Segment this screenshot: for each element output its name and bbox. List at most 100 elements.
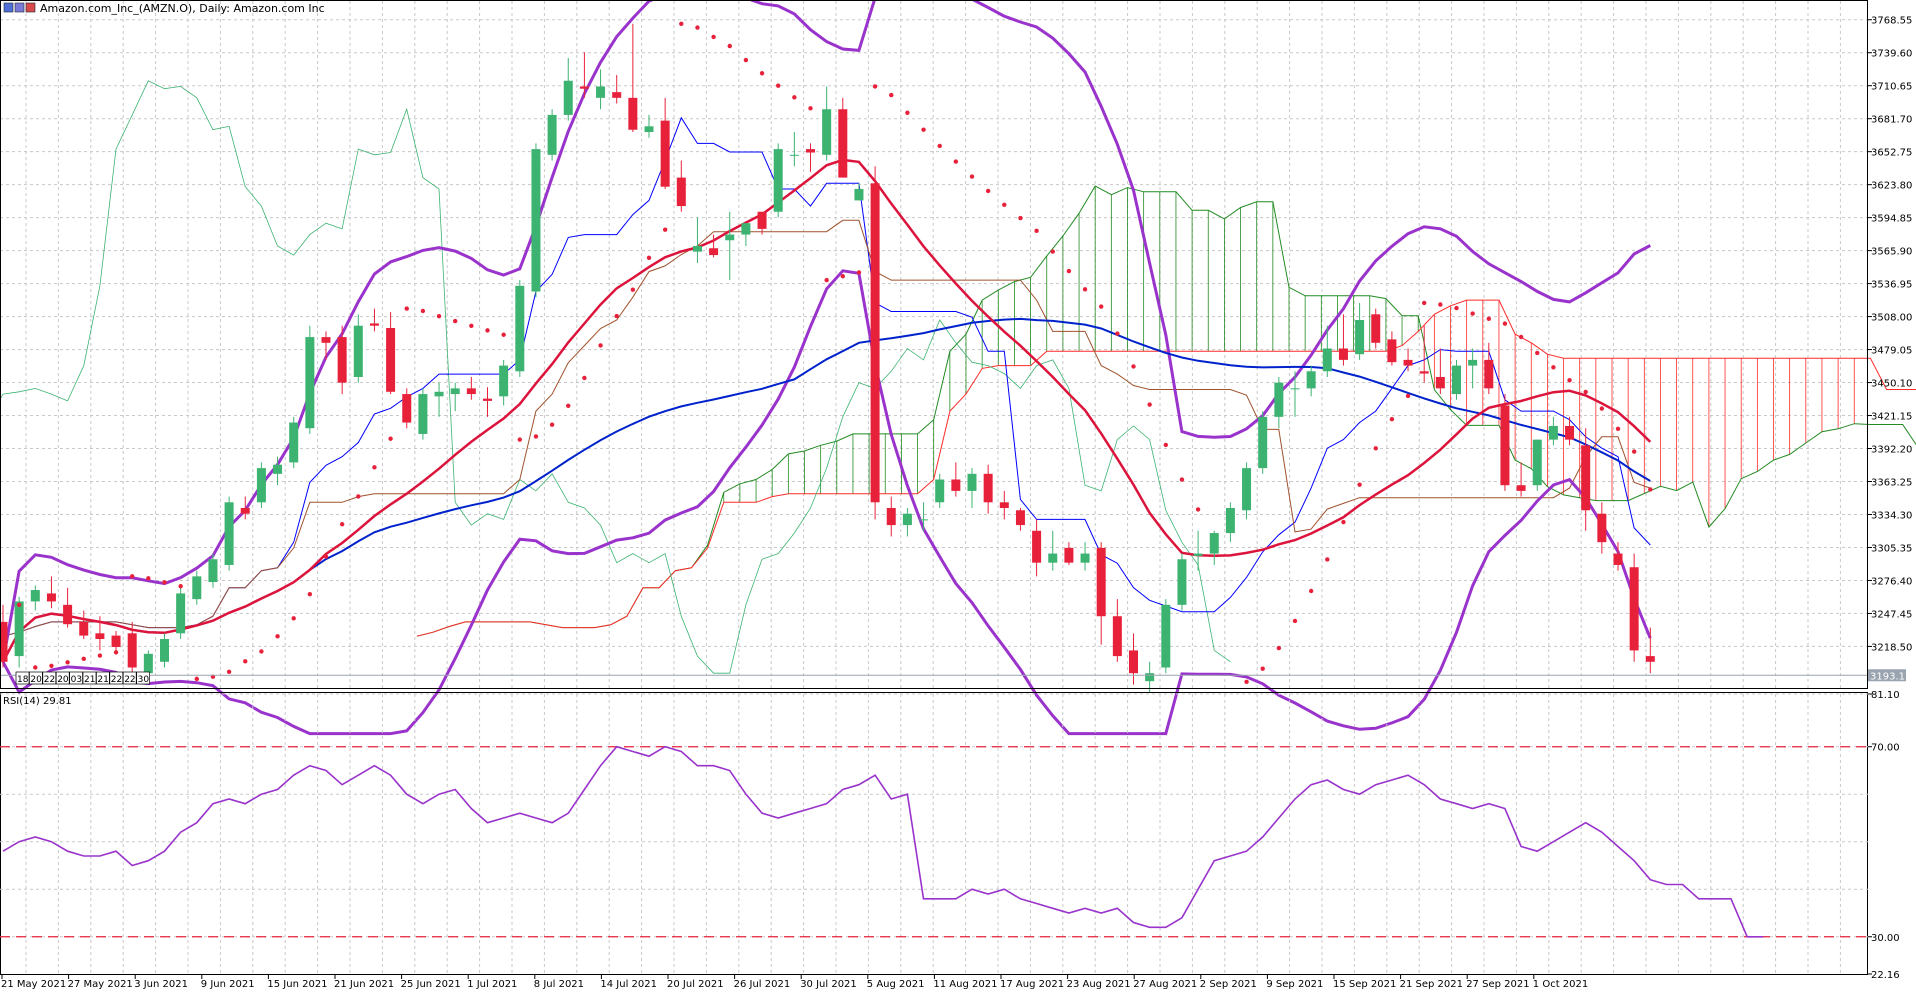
psar-dot	[985, 188, 991, 194]
psar-dot	[889, 92, 894, 98]
candle-body	[999, 502, 1009, 508]
psar-dot	[1535, 350, 1540, 356]
y-tick-label: 3218.50	[1871, 642, 1912, 653]
candle-body	[515, 285, 525, 372]
candle-body	[822, 109, 832, 155]
chart-icon-mid[interactable]	[14, 2, 25, 13]
psar-dot	[517, 437, 522, 442]
candle-body	[1371, 314, 1381, 343]
candle-body	[1306, 371, 1316, 389]
candle-body	[951, 479, 961, 491]
x-tick-label: 15 Sep 2021	[1333, 979, 1396, 990]
psar-dot	[679, 21, 684, 26]
rsi-tick-label: 70.00	[1871, 743, 1900, 754]
candle-body	[1048, 553, 1058, 563]
main-plot-bg	[0, 0, 1868, 688]
psar-dot	[566, 403, 571, 408]
y-tick-label: 3363.25	[1871, 478, 1912, 489]
candle-body	[1403, 359, 1413, 366]
candle-body	[1452, 365, 1461, 395]
candle-body	[660, 120, 670, 187]
window-header: Amazon.com_Inc_(AMZN.O), Daily: Amazon.c…	[3, 2, 325, 15]
candle-body	[741, 223, 751, 235]
psar-dot	[113, 650, 119, 655]
candle-body	[0, 621, 8, 662]
rsi-tick-label: 30.00	[1871, 933, 1900, 944]
candle-body	[1258, 416, 1268, 469]
candle-body	[143, 653, 153, 674]
psar-dot	[872, 84, 878, 89]
senkou-b	[416, 299, 1916, 637]
candle-body	[176, 593, 186, 634]
chikou-line	[0, 80, 1231, 674]
candle-body	[919, 519, 929, 521]
chart-title: Amazon.com_Inc_(AMZN.O), Daily: Amazon.c…	[40, 2, 325, 15]
time-label-box	[96, 671, 110, 685]
y-tick-label: 3479.05	[1871, 346, 1912, 357]
chart-icon-right[interactable]	[25, 2, 36, 13]
time-label: 30	[138, 675, 150, 685]
psar-dot	[291, 616, 296, 621]
current-price-tag: 3193.17	[1868, 669, 1911, 682]
time-label-box	[69, 671, 83, 685]
time-label-box	[42, 671, 57, 685]
x-tick-label: 21 May 2021	[1, 979, 66, 990]
candle-body	[418, 394, 428, 434]
psar-dot	[808, 106, 813, 111]
y-tick-label: 3536.95	[1871, 280, 1912, 291]
rsi-tick-label: 22.16	[1871, 970, 1900, 981]
candle-body	[1435, 376, 1445, 389]
candle-body	[1500, 405, 1510, 486]
candle-body	[806, 149, 815, 153]
x-tick-label: 27 Sep 2021	[1466, 979, 1529, 990]
psar-dot	[1276, 645, 1282, 651]
psar-dot	[1099, 304, 1104, 309]
psar-dot	[630, 287, 636, 292]
psar-dot	[1551, 365, 1556, 370]
psar-dot	[695, 25, 700, 30]
candle-body	[563, 80, 573, 115]
x-tick-label: 8 Jul 2021	[534, 979, 584, 990]
candle-body	[757, 211, 767, 229]
y-tick-label: 3450.10	[1871, 379, 1912, 390]
rsi-panel-border	[0, 692, 1868, 975]
x-tick-label: 9 Jun 2021	[201, 979, 255, 990]
psar-dot	[1518, 334, 1524, 340]
candle-body	[483, 398, 492, 401]
psar-dot	[469, 323, 474, 329]
y-tick-label: 3681.70	[1871, 115, 1912, 126]
date-axis: 21 May 2021 27 May 2021 3 Jun 2021 9 Jun 20…	[1, 975, 1588, 990]
psar-dot	[711, 34, 716, 40]
candle-body	[983, 473, 993, 503]
psar-dot	[1454, 305, 1459, 311]
candle-body	[127, 633, 137, 668]
candle-body	[192, 576, 202, 600]
psar-dot	[953, 159, 959, 164]
psar-dot	[792, 95, 797, 100]
time-label: 21:	[97, 675, 111, 685]
time-label-box	[109, 671, 124, 685]
candle-body	[1516, 485, 1526, 491]
time-label: 03:	[71, 675, 85, 685]
chart-type-icon[interactable]	[3, 2, 14, 13]
candle-body	[386, 327, 396, 392]
psar-dot	[33, 665, 38, 670]
time-labels: 18:20:22:20:03:21:21:22:22:30	[15, 671, 150, 685]
sma-fast	[1, 158, 1652, 663]
time-label-box	[55, 671, 70, 685]
psar-dot	[485, 328, 490, 333]
candle-body	[256, 468, 266, 503]
y-tick-label: 3623.80	[1871, 181, 1912, 192]
psar-dot	[759, 71, 765, 76]
rsi-tick-label: 81.10	[1871, 690, 1900, 701]
psar-dot	[1648, 487, 1653, 492]
rsi-label: RSI(14) 29.81	[3, 696, 72, 707]
psar-dot	[1438, 302, 1443, 307]
candle-body	[1242, 468, 1252, 511]
psar-dot	[65, 660, 70, 665]
psar-dot	[1325, 557, 1330, 562]
candle-body	[1597, 513, 1607, 543]
psar-dot	[662, 227, 668, 232]
